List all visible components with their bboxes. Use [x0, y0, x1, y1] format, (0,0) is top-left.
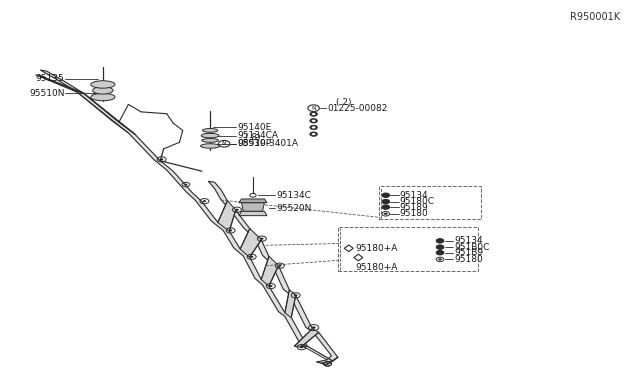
- Circle shape: [310, 132, 317, 137]
- Ellipse shape: [91, 81, 115, 88]
- Circle shape: [310, 125, 317, 130]
- Text: 95180: 95180: [454, 255, 483, 264]
- Ellipse shape: [201, 134, 219, 138]
- Circle shape: [438, 258, 442, 260]
- Polygon shape: [344, 245, 353, 251]
- Polygon shape: [240, 229, 261, 257]
- Circle shape: [382, 205, 390, 209]
- Circle shape: [203, 200, 206, 202]
- Circle shape: [312, 326, 316, 329]
- Text: ( 8): ( 8): [244, 133, 260, 142]
- Circle shape: [312, 133, 316, 135]
- Circle shape: [310, 112, 317, 116]
- Circle shape: [250, 256, 253, 258]
- Text: 95180: 95180: [400, 209, 429, 218]
- Circle shape: [326, 363, 329, 365]
- Text: 951B9: 951B9: [454, 248, 483, 257]
- Text: 95180+A: 95180+A: [355, 263, 397, 272]
- Circle shape: [160, 158, 163, 160]
- Polygon shape: [354, 254, 363, 261]
- Text: 95140E: 95140E: [237, 123, 271, 132]
- Text: 95134C: 95134C: [276, 191, 312, 200]
- Polygon shape: [261, 256, 278, 286]
- Circle shape: [294, 294, 298, 296]
- Circle shape: [229, 230, 232, 231]
- Circle shape: [436, 238, 444, 243]
- Circle shape: [260, 238, 264, 240]
- Ellipse shape: [202, 138, 218, 142]
- Text: 01225-00082: 01225-00082: [328, 104, 388, 113]
- Circle shape: [436, 245, 444, 249]
- Polygon shape: [218, 201, 236, 231]
- Ellipse shape: [91, 93, 115, 101]
- Polygon shape: [241, 203, 264, 211]
- Ellipse shape: [202, 129, 218, 132]
- Circle shape: [384, 213, 388, 215]
- Text: 08919-3401A: 08919-3401A: [237, 139, 298, 148]
- Circle shape: [310, 119, 317, 123]
- Polygon shape: [285, 290, 296, 318]
- Text: 95134CA: 95134CA: [237, 131, 278, 140]
- Circle shape: [312, 126, 316, 129]
- Text: 95189: 95189: [400, 203, 429, 212]
- Polygon shape: [208, 181, 338, 363]
- Circle shape: [300, 346, 303, 348]
- Polygon shape: [239, 199, 267, 203]
- Circle shape: [382, 199, 390, 204]
- Ellipse shape: [93, 87, 113, 94]
- Text: 95520N: 95520N: [276, 204, 312, 213]
- Circle shape: [278, 264, 282, 267]
- Text: 95134: 95134: [454, 236, 483, 246]
- Circle shape: [269, 285, 273, 287]
- Polygon shape: [239, 211, 267, 216]
- Circle shape: [312, 120, 316, 122]
- Text: 95134: 95134: [400, 191, 428, 200]
- Text: R950001K: R950001K: [570, 12, 620, 22]
- Text: ( 2): ( 2): [336, 98, 351, 107]
- Polygon shape: [294, 329, 319, 347]
- Text: 95180C: 95180C: [400, 197, 435, 206]
- Circle shape: [382, 193, 390, 198]
- Ellipse shape: [200, 144, 220, 148]
- Text: 95135: 95135: [36, 74, 65, 83]
- Circle shape: [312, 113, 316, 115]
- Text: 95510N: 95510N: [29, 89, 65, 98]
- Text: 951B0C: 951B0C: [454, 243, 490, 251]
- Circle shape: [436, 250, 444, 255]
- Text: N: N: [222, 141, 227, 146]
- Text: 95180+A: 95180+A: [355, 244, 397, 253]
- Polygon shape: [40, 70, 307, 347]
- Circle shape: [235, 209, 239, 211]
- Circle shape: [184, 184, 188, 185]
- Text: N: N: [311, 106, 316, 111]
- Text: 95530P: 95530P: [237, 139, 271, 148]
